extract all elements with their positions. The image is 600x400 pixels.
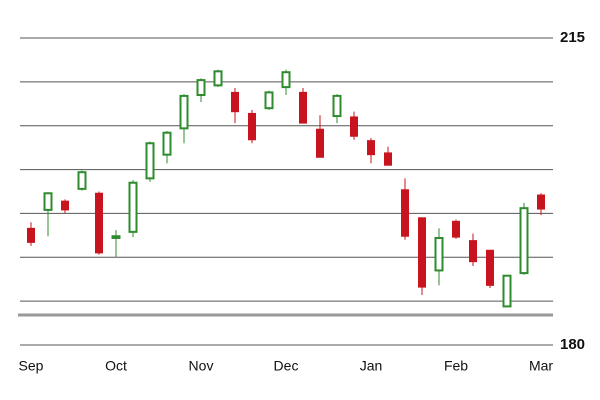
candle-body	[95, 192, 103, 254]
candle-body	[162, 131, 172, 156]
candle-body	[401, 189, 409, 237]
x-tick-label: Nov	[189, 358, 214, 374]
candle-body	[213, 70, 223, 87]
candle-body	[332, 94, 342, 118]
candle-body	[350, 116, 358, 137]
candle-body	[196, 79, 206, 97]
x-tick-label: Feb	[444, 358, 468, 374]
x-tick-label: Jan	[360, 358, 383, 374]
candle-body	[418, 217, 426, 288]
candle-body	[27, 227, 35, 243]
candle-body	[537, 194, 545, 210]
candle-body	[248, 112, 256, 141]
candle-body	[434, 236, 444, 272]
candle-body	[43, 192, 53, 211]
x-tick-label: Mar	[529, 358, 553, 374]
x-tick-label: Dec	[274, 358, 299, 374]
candle-body	[316, 128, 324, 158]
y-tick-label: 180	[560, 336, 585, 353]
candle-body	[519, 207, 529, 275]
x-tick-label: Oct	[105, 358, 127, 374]
candle-body	[469, 240, 477, 263]
candle-body	[179, 94, 189, 130]
candle-body	[111, 235, 121, 239]
candle-body	[452, 220, 460, 238]
x-tick-label: Sep	[19, 358, 44, 374]
y-tick-label: 215	[560, 29, 585, 46]
candle-body	[128, 181, 138, 233]
candle-body	[299, 91, 307, 124]
candle-body	[264, 91, 274, 110]
candle-body	[384, 152, 392, 166]
candle-body	[367, 140, 375, 156]
candle-body	[145, 142, 155, 180]
candle-body	[486, 249, 494, 286]
candle-body	[77, 171, 87, 190]
candle-body	[502, 274, 512, 308]
candle-body	[61, 200, 69, 211]
candle-body	[281, 71, 291, 89]
candle-body	[231, 91, 239, 113]
